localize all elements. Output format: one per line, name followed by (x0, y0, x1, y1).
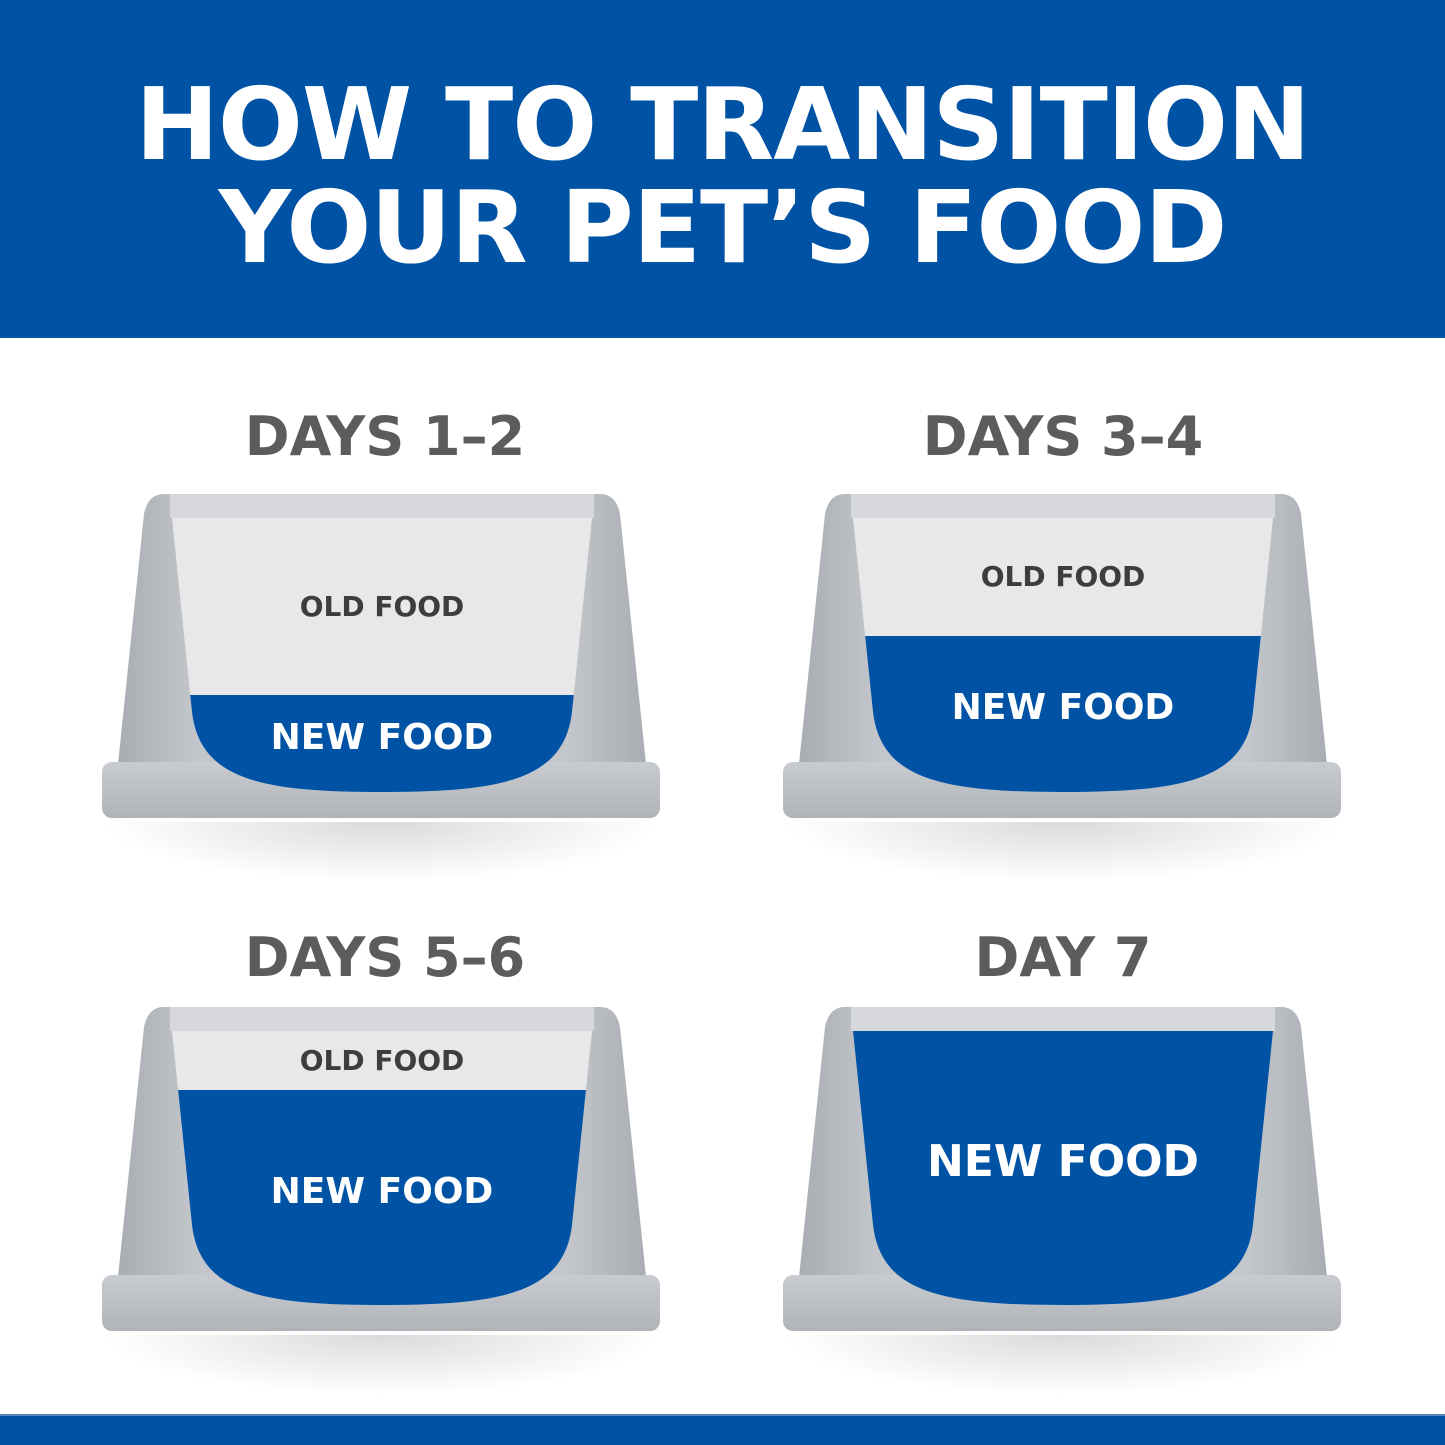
title-line-2: YOUR PET’S FOOD (218, 169, 1228, 286)
step-label: DAY 7 (974, 926, 1152, 989)
old-food-label: OLD FOOD (980, 560, 1146, 593)
step-label: DAYS 5–6 (244, 926, 526, 989)
food-bowl: OLD FOOD NEW FOOD (102, 492, 662, 882)
food-bowl: NEW FOOD (783, 1005, 1343, 1395)
food-bowl: OLD FOOD NEW FOOD (102, 1005, 662, 1395)
new-food-fill (190, 695, 574, 792)
new-food-fill (178, 1090, 586, 1305)
bowl-shadow (783, 1335, 1343, 1395)
bowl-rim (170, 494, 594, 518)
new-food-label: NEW FOOD (926, 1136, 1200, 1187)
new-food-label: NEW FOOD (270, 1170, 494, 1212)
bowl-rim (851, 1007, 1275, 1031)
new-food-label: NEW FOOD (270, 716, 494, 758)
step-label: DAYS 3–4 (922, 405, 1204, 468)
step-label: DAYS 1–2 (244, 405, 526, 468)
new-food-fill (853, 1031, 1273, 1305)
new-food-label: NEW FOOD (951, 687, 1175, 728)
footer-bar (0, 1414, 1445, 1445)
bowl-shadow (783, 822, 1343, 882)
header-banner: HOW TO TRANSITION YOUR PET’S FOOD (0, 0, 1445, 338)
bowl-shadow (102, 822, 662, 882)
title-line-1: HOW TO TRANSITION (135, 66, 1311, 183)
new-food-fill (865, 636, 1261, 792)
bowl-rim (851, 494, 1275, 518)
bowl-rim (170, 1007, 594, 1031)
old-food-label: OLD FOOD (299, 1043, 465, 1077)
old-food-label: OLD FOOD (299, 589, 465, 623)
bowl-shadow (102, 1335, 662, 1395)
food-bowl: OLD FOOD NEW FOOD (783, 492, 1343, 882)
